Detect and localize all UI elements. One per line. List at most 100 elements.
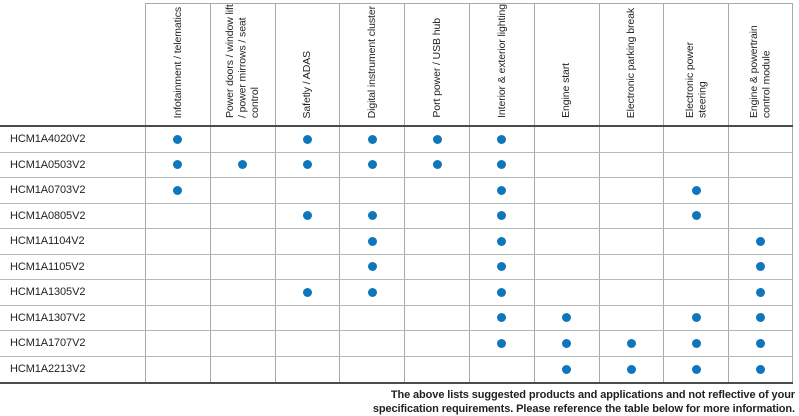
column-header: Port power / USB hub (404, 3, 469, 125)
column-header: Engine & powertrain control module (728, 3, 793, 125)
application-dot-icon (692, 339, 701, 348)
matrix-cell (339, 127, 404, 152)
matrix-cell (534, 204, 599, 229)
matrix-cell (728, 153, 793, 178)
matrix-cell (404, 255, 469, 280)
matrix-cell (469, 331, 534, 356)
table-row: HCM1A2213V2 (0, 357, 793, 383)
column-header-label: Electronic power steering (684, 4, 709, 118)
application-dot-icon (368, 237, 377, 246)
matrix-cell (210, 229, 275, 254)
matrix-cell (404, 204, 469, 229)
column-header-label: Interior & exterior lighting (496, 4, 509, 118)
matrix-cell (339, 204, 404, 229)
application-dot-icon (497, 160, 506, 169)
table-row: HCM1A1305V2 (0, 280, 793, 306)
table-row: HCM1A0703V2 (0, 178, 793, 204)
application-dot-icon (692, 365, 701, 374)
application-dot-icon (368, 288, 377, 297)
product-name: HCM1A0503V2 (0, 153, 145, 178)
matrix-cell (145, 127, 210, 152)
application-dot-icon (497, 211, 506, 220)
application-dot-icon (627, 339, 636, 348)
application-dot-icon (497, 237, 506, 246)
matrix-cell (275, 331, 340, 356)
matrix-cell (339, 178, 404, 203)
column-header: Interior & exterior lighting (469, 3, 534, 125)
product-name: HCM1A1307V2 (0, 306, 145, 331)
application-dot-icon (433, 160, 442, 169)
application-dot-icon (562, 339, 571, 348)
matrix-cell (469, 178, 534, 203)
matrix-cell (404, 280, 469, 305)
matrix-cell (663, 357, 728, 383)
matrix-cell (469, 255, 534, 280)
matrix-cell (275, 280, 340, 305)
matrix-cell (145, 178, 210, 203)
column-header: Electronic parking break (599, 3, 664, 125)
product-name: HCM1A1105V2 (0, 255, 145, 280)
matrix-cell (210, 153, 275, 178)
matrix-cell (210, 255, 275, 280)
matrix-cell (599, 331, 664, 356)
product-name: HCM1A4020V2 (0, 127, 145, 152)
matrix-cell (663, 306, 728, 331)
application-dot-icon (562, 313, 571, 322)
table-row: HCM1A1707V2 (0, 331, 793, 357)
column-header-label: Port power / USB hub (431, 18, 444, 118)
matrix-cell (210, 127, 275, 152)
table-row: HCM1A1105V2 (0, 255, 793, 281)
matrix-cell (599, 306, 664, 331)
product-name: HCM1A1707V2 (0, 331, 145, 356)
application-dot-icon (368, 135, 377, 144)
matrix-cell (534, 229, 599, 254)
matrix-cell (469, 357, 534, 383)
application-dot-icon (497, 186, 506, 195)
matrix-cell (534, 331, 599, 356)
matrix-cell (275, 127, 340, 152)
matrix-cell (469, 280, 534, 305)
matrix-cell (663, 331, 728, 356)
matrix-cell (728, 204, 793, 229)
matrix-cell (145, 280, 210, 305)
product-name: HCM1A0703V2 (0, 178, 145, 203)
matrix-cell (275, 204, 340, 229)
matrix-cell (339, 255, 404, 280)
application-dot-icon (303, 135, 312, 144)
matrix-cell (339, 153, 404, 178)
matrix-cell (469, 204, 534, 229)
matrix-cell (728, 331, 793, 356)
column-header-label: Safetly / ADAS (301, 51, 314, 118)
matrix-cell (145, 306, 210, 331)
matrix-cell (728, 357, 793, 383)
matrix-cell (534, 306, 599, 331)
column-header-label: Infotainment / telematics (172, 7, 185, 118)
table-row: HCM1A1307V2 (0, 306, 793, 332)
application-dot-icon (756, 288, 765, 297)
column-header-label: Power doors / window lift / power mirrow… (224, 4, 262, 118)
table-row: HCM1A0805V2 (0, 204, 793, 230)
matrix-cell (728, 178, 793, 203)
column-header-label: Engine & powertrain control module (748, 4, 773, 118)
matrix-cell (404, 153, 469, 178)
matrix-cell (663, 153, 728, 178)
matrix-cell (275, 357, 340, 383)
table-row: HCM1A0503V2 (0, 153, 793, 179)
matrix-cell (534, 178, 599, 203)
product-name: HCM1A2213V2 (0, 357, 145, 383)
matrix-cell (534, 280, 599, 305)
application-dot-icon (627, 365, 636, 374)
matrix-cell (339, 306, 404, 331)
matrix-cell (534, 127, 599, 152)
matrix-cell (275, 178, 340, 203)
application-dot-icon (497, 288, 506, 297)
disclaimer-line-1: The above lists suggested products and a… (0, 389, 795, 403)
matrix-header-row: Infotainment / telematics Power doors / w… (0, 3, 793, 127)
matrix-cell (728, 229, 793, 254)
matrix-cell (275, 229, 340, 254)
table-row: HCM1A4020V2 (0, 127, 793, 153)
application-dot-icon (756, 339, 765, 348)
matrix-corner-cell (0, 3, 145, 125)
matrix-cell (728, 127, 793, 152)
matrix-cell (210, 178, 275, 203)
